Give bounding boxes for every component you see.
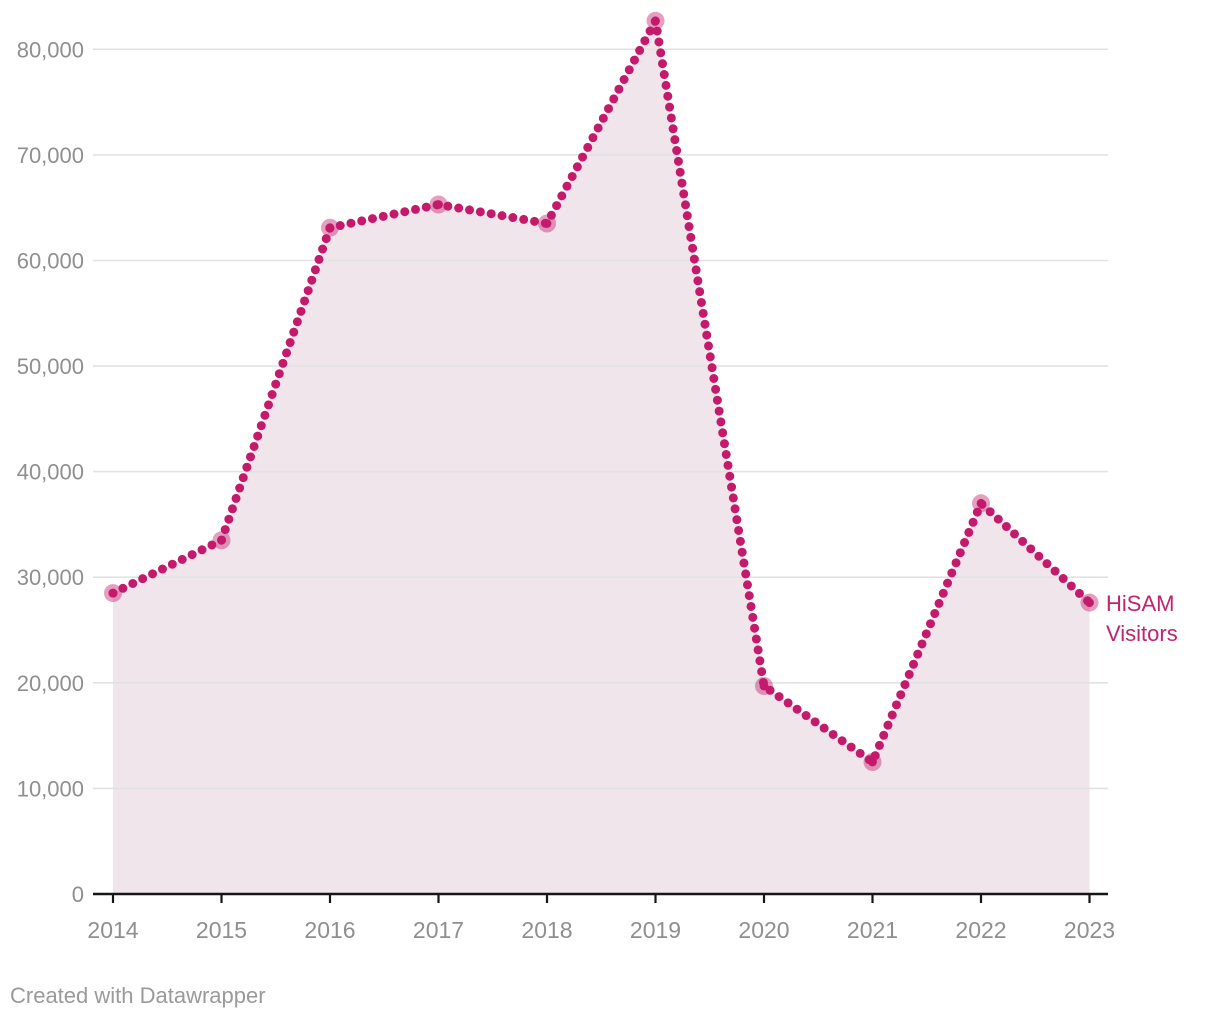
marker-dot (759, 681, 769, 691)
x-axis-tick-label: 2021 (847, 917, 898, 943)
data-point-marker[interactable] (755, 677, 773, 695)
data-point-marker[interactable] (104, 584, 122, 603)
y-axis-tick-label: 0 (72, 882, 84, 907)
marker-dot (108, 588, 118, 598)
y-axis-tick-label: 20,000 (17, 671, 84, 696)
data-point-marker[interactable] (538, 214, 556, 233)
x-axis-tick-label: 2022 (955, 917, 1006, 943)
data-point-marker[interactable] (646, 11, 665, 30)
x-axis-tick-label: 2016 (304, 917, 355, 943)
data-point-marker[interactable] (1080, 593, 1099, 612)
y-axis-tick-label: 50,000 (17, 354, 84, 379)
marker-dot (325, 223, 335, 233)
marker-dot (651, 16, 660, 26)
data-line-dotted (108, 16, 1094, 767)
marker-dot (542, 219, 552, 228)
x-axis-tick-label: 2019 (630, 917, 681, 943)
y-axis-tick-label: 70,000 (17, 143, 84, 168)
x-axis-tick-label: 2020 (738, 917, 789, 943)
data-point-marker[interactable] (429, 195, 448, 214)
marker-dot (1085, 598, 1094, 607)
x-axis-tick-label: 2018 (521, 917, 572, 943)
marker-dot (976, 498, 986, 508)
data-point-marker[interactable] (212, 531, 231, 550)
data-point-marker[interactable] (972, 494, 990, 513)
y-axis-tick-label: 40,000 (17, 460, 84, 485)
y-axis-tick-label: 30,000 (17, 565, 84, 590)
attribution-text: Created with Datawrapper (10, 983, 266, 1008)
area-fill (113, 20, 1090, 895)
marker-dot (868, 757, 877, 767)
marker-dot (434, 200, 443, 209)
y-axis-tick-label: 80,000 (17, 37, 84, 62)
line-chart-canvas: 0 10,000 20,000 30,000 40,000 50,000 60,000 70,… (17, 11, 1115, 943)
x-axis-tick-label: 2015 (196, 917, 247, 943)
y-axis-tick-label: 60,000 (17, 249, 84, 274)
data-point-marker[interactable] (863, 753, 882, 771)
x-axis-tick-label: 2017 (413, 917, 464, 943)
y-axis-tick-label: 10,000 (17, 776, 84, 801)
x-axis-tick-label: 2014 (87, 917, 138, 943)
marker-dot (217, 535, 226, 545)
x-axis-tick-label: 2023 (1064, 917, 1115, 943)
data-point-marker[interactable] (321, 218, 339, 237)
series-direct-label: HiSAM Visitors (1106, 591, 1178, 646)
